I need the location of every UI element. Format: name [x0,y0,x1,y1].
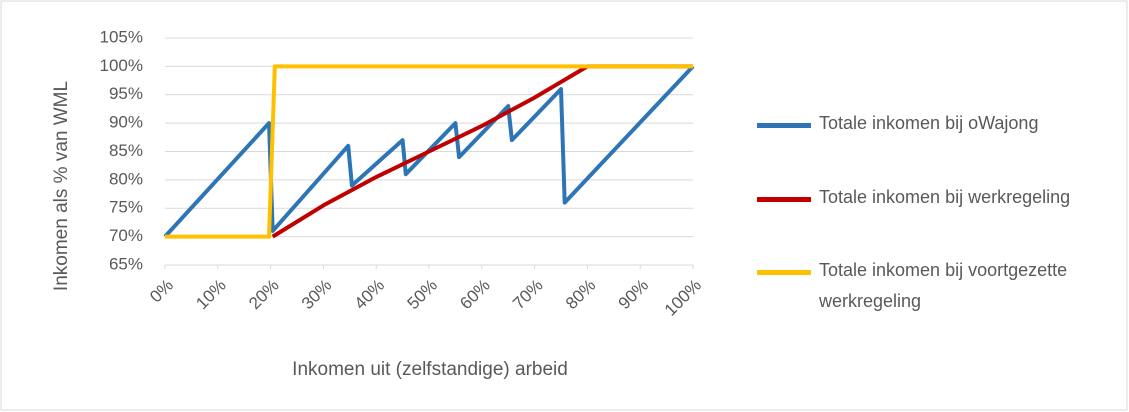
legend-swatch [757,197,811,202]
y-tick-label: 80% [109,169,143,188]
legend-swatch [757,270,811,275]
legend-item: Totale inkomen bij voortgezette werkrege… [757,259,1114,317]
y-tick-label: 65% [109,254,143,273]
legend-item: Totale inkomen bij werkregeling [757,186,1114,213]
legend-label: Totale inkomen bij voortgezette werkrege… [819,260,1068,311]
legend-swatch [757,123,811,128]
legend-label: Totale inkomen bij oWajong [819,113,1039,133]
line-series [165,64,693,239]
y-tick-label: 85% [109,141,143,160]
legend-item: Totale inkomen bij oWajong [757,112,1114,139]
x-axis-title: Inkomen uit (zelfstandige) arbeid [292,359,568,380]
y-tick-label: 70% [109,226,143,245]
legend-label: Totale inkomen bij werkregeling [819,187,1071,207]
y-tick-label: 95% [109,84,143,103]
y-tick-label: 75% [109,198,143,217]
y-tick-label: 90% [109,113,143,132]
line-series [271,64,693,239]
y-axis-title: Inkomen als % van WML [51,81,72,291]
y-tick-label: 105% [100,27,143,46]
y-tick-label: 100% [100,56,143,75]
